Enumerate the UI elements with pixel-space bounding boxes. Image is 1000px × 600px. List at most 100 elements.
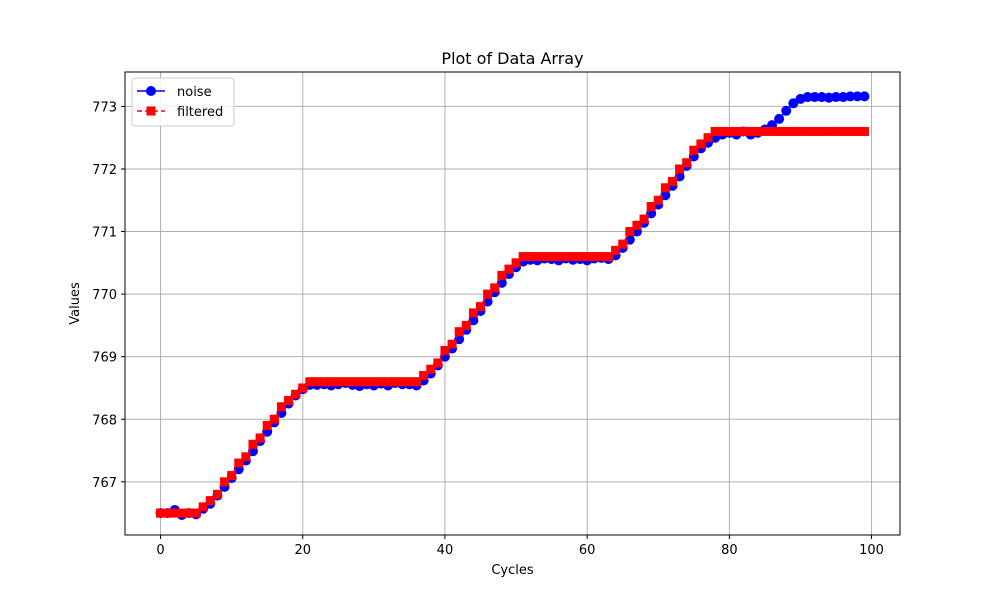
data-point-filtered	[859, 126, 869, 136]
data-point-filtered	[675, 164, 685, 174]
data-point-filtered	[554, 252, 564, 262]
data-point-filtered	[212, 489, 222, 499]
data-point-filtered	[319, 377, 329, 387]
y-tick-label: 772	[92, 163, 117, 178]
x-tick-label: 20	[294, 543, 311, 558]
series-layer	[155, 91, 870, 520]
data-point-filtered	[461, 320, 471, 330]
data-point-filtered	[476, 302, 486, 312]
data-point-filtered	[355, 377, 365, 387]
data-point-filtered	[376, 377, 386, 387]
data-point-filtered	[575, 252, 585, 262]
data-point-filtered	[404, 377, 414, 387]
x-tick-label: 80	[721, 543, 738, 558]
legend-label-filtered: filtered	[177, 105, 223, 120]
x-tick-label: 60	[579, 543, 596, 558]
legend-marker-filtered	[146, 106, 156, 116]
y-tick-label: 768	[92, 413, 117, 428]
y-tick-label: 770	[92, 288, 117, 303]
data-point-filtered	[568, 252, 578, 262]
data-point-filtered	[390, 377, 400, 387]
y-tick-label: 769	[92, 351, 117, 366]
data-point-filtered	[340, 377, 350, 387]
data-point-filtered	[170, 508, 180, 518]
data-point-filtered	[653, 195, 663, 205]
data-point-filtered	[383, 377, 393, 387]
legend-label-noise: noise	[177, 85, 212, 100]
series-filtered	[156, 126, 869, 518]
data-point-filtered	[682, 158, 692, 168]
legend-item-noise: noise	[137, 85, 212, 100]
plot-area	[125, 72, 900, 535]
data-point-filtered	[689, 145, 699, 155]
data-point-filtered	[824, 126, 834, 136]
data-point-filtered	[753, 126, 763, 136]
data-point-filtered	[582, 252, 592, 262]
data-point-filtered	[433, 358, 443, 368]
data-point-filtered	[504, 264, 514, 274]
data-point-filtered	[660, 183, 670, 193]
data-point-filtered	[490, 283, 500, 293]
data-point-filtered	[774, 126, 784, 136]
data-point-filtered	[305, 377, 315, 387]
data-point-filtered	[795, 126, 805, 136]
data-point-filtered	[788, 126, 798, 136]
data-point-filtered	[276, 402, 286, 412]
data-point-filtered	[205, 496, 215, 506]
data-point-noise	[831, 92, 842, 103]
data-point-filtered	[468, 308, 478, 318]
data-point-filtered	[632, 220, 642, 230]
data-point-filtered	[696, 139, 706, 149]
data-point-noise	[802, 92, 813, 103]
data-point-filtered	[227, 471, 237, 481]
data-point-filtered	[362, 377, 372, 387]
plot-frame	[124, 71, 901, 536]
data-point-noise	[774, 113, 785, 124]
grid	[125, 72, 900, 535]
data-point-filtered	[248, 439, 258, 449]
data-point-filtered	[156, 508, 166, 518]
data-point-filtered	[539, 252, 549, 262]
data-point-filtered	[447, 339, 457, 349]
data-point-filtered	[348, 377, 358, 387]
data-point-filtered	[746, 126, 756, 136]
data-point-filtered	[838, 126, 848, 136]
data-point-filtered	[547, 252, 557, 262]
y-tick-label: 767	[92, 476, 117, 491]
data-point-filtered	[781, 126, 791, 136]
data-point-filtered	[532, 252, 542, 262]
data-point-filtered	[262, 421, 272, 431]
data-point-filtered	[184, 508, 194, 518]
data-point-noise	[660, 190, 671, 201]
data-point-filtered	[525, 252, 535, 262]
data-point-noise	[468, 315, 479, 326]
legend-marker-noise	[146, 86, 156, 96]
data-point-filtered	[269, 414, 279, 424]
data-point-filtered	[369, 377, 379, 387]
data-point-filtered	[561, 252, 571, 262]
data-point-noise	[781, 105, 792, 116]
data-point-filtered	[518, 252, 528, 262]
data-point-filtered	[241, 452, 251, 462]
data-point-filtered	[483, 289, 493, 299]
data-point-filtered	[667, 176, 677, 186]
x-tick-label: 40	[437, 543, 454, 558]
y-tick-label: 773	[92, 100, 117, 115]
legend-box	[131, 77, 235, 127]
data-point-noise	[859, 91, 870, 102]
data-point-noise	[809, 92, 820, 103]
y-axis-label: Values	[68, 282, 83, 325]
data-point-filtered	[333, 377, 343, 387]
data-point-filtered	[596, 252, 606, 262]
data-point-filtered	[291, 389, 301, 399]
data-point-filtered	[163, 508, 173, 518]
data-point-filtered	[639, 214, 649, 224]
data-point-filtered	[817, 126, 827, 136]
data-point-filtered	[454, 327, 464, 337]
y-tick-label: 771	[92, 226, 117, 241]
x-tick-label: 0	[156, 543, 164, 558]
data-point-filtered	[497, 270, 507, 280]
data-point-filtered	[220, 477, 230, 487]
data-point-noise	[852, 91, 863, 102]
